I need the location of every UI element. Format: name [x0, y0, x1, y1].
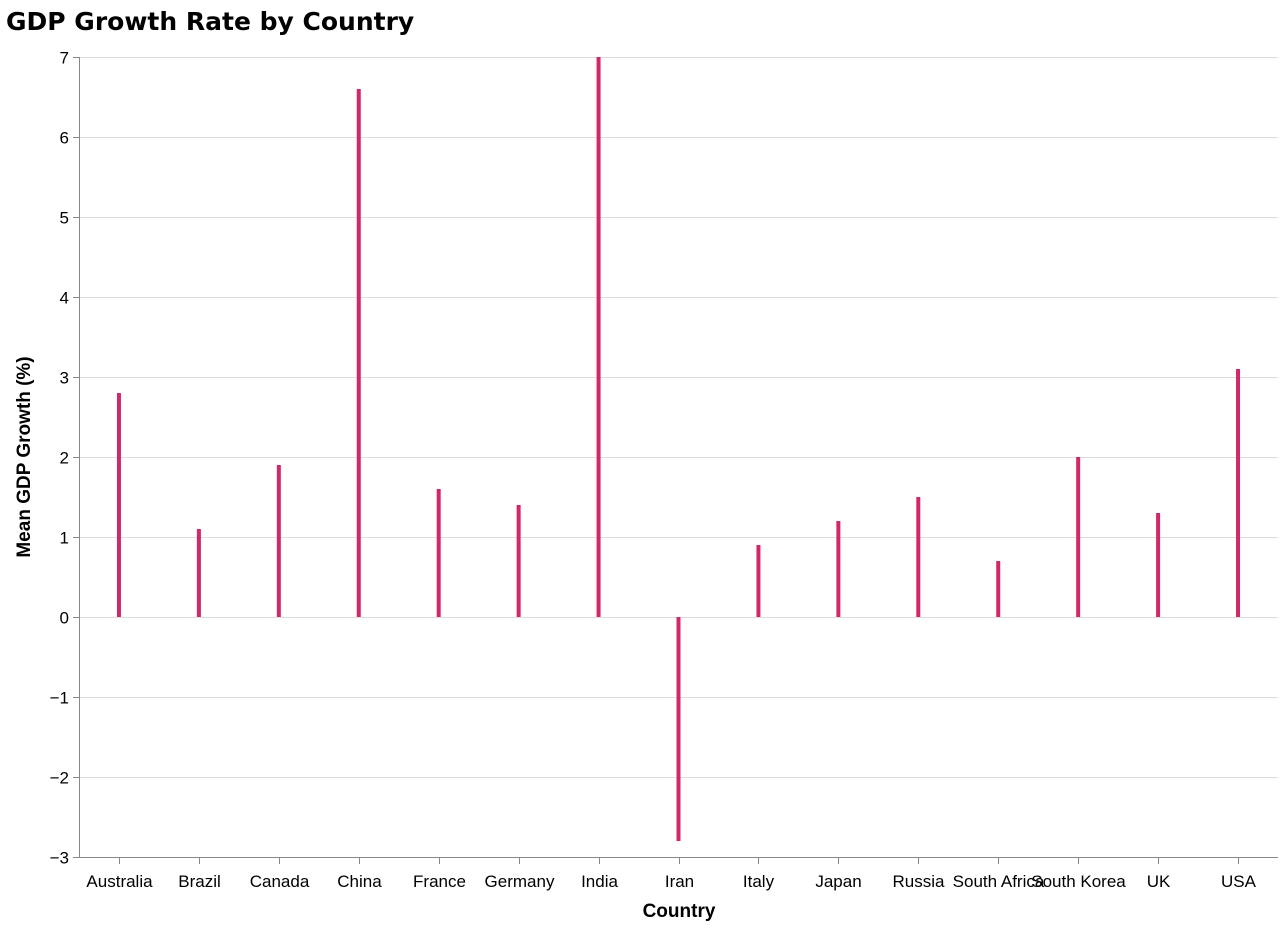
x-tick-label: China [337, 872, 382, 891]
bar-australia [116, 393, 121, 617]
y-tick-label: 4 [60, 289, 69, 308]
y-tick-label: 0 [60, 609, 69, 628]
x-tick-label: India [581, 872, 618, 891]
chart-title: GDP Growth Rate by Country [6, 7, 414, 36]
x-tick-label: Canada [250, 872, 310, 891]
bar-italy [756, 545, 761, 617]
x-tick-label: Brazil [178, 872, 221, 891]
bar-germany [516, 505, 521, 617]
bar-india [596, 57, 601, 617]
x-axis-title: Country [643, 901, 716, 922]
x-tick-label: South Korea [1031, 872, 1126, 891]
y-tick-label: −1 [50, 689, 69, 708]
bar-china [356, 89, 361, 617]
x-tick-label: France [413, 872, 466, 891]
bars [116, 57, 1241, 841]
bar-canada [276, 465, 281, 617]
y-tick-label: −3 [50, 849, 69, 868]
x-tick-label: Italy [743, 872, 775, 891]
bar-brazil [196, 529, 201, 617]
x-tick-label: Germany [485, 872, 555, 891]
x-tick-label: USA [1221, 872, 1257, 891]
y-axis-title: Mean GDP Growth (%) [14, 356, 35, 557]
bar-russia [916, 497, 921, 617]
bar-usa [1236, 369, 1241, 617]
x-tick-label: Japan [815, 872, 861, 891]
y-tick-label: 3 [60, 369, 69, 388]
y-tick-label: 2 [60, 449, 69, 468]
x-tick-label: Iran [665, 872, 694, 891]
bar-south-africa [996, 561, 1001, 617]
x-tick-label: South Africa [953, 872, 1045, 891]
bar-france [436, 489, 441, 617]
x-tick-label: Australia [86, 872, 153, 891]
bar-japan [836, 521, 841, 617]
gridlines [79, 57, 1278, 858]
y-axis-ticks: −3 −2 −1 0 1 2 3 4 5 6 7 [50, 49, 79, 868]
y-tick-label: 5 [60, 209, 69, 228]
bar-south-korea [1076, 457, 1081, 617]
x-axis-ticks: Australia Brazil Canada China France Germany I… [86, 857, 1257, 891]
bar-uk [1156, 513, 1161, 617]
bar-iran [676, 617, 681, 841]
y-tick-label: 6 [60, 129, 69, 148]
y-tick-label: 7 [60, 49, 69, 68]
x-tick-label: Russia [893, 872, 946, 891]
x-tick-label: UK [1147, 872, 1171, 891]
y-tick-label: −2 [50, 769, 69, 788]
y-tick-label: 1 [60, 529, 69, 548]
